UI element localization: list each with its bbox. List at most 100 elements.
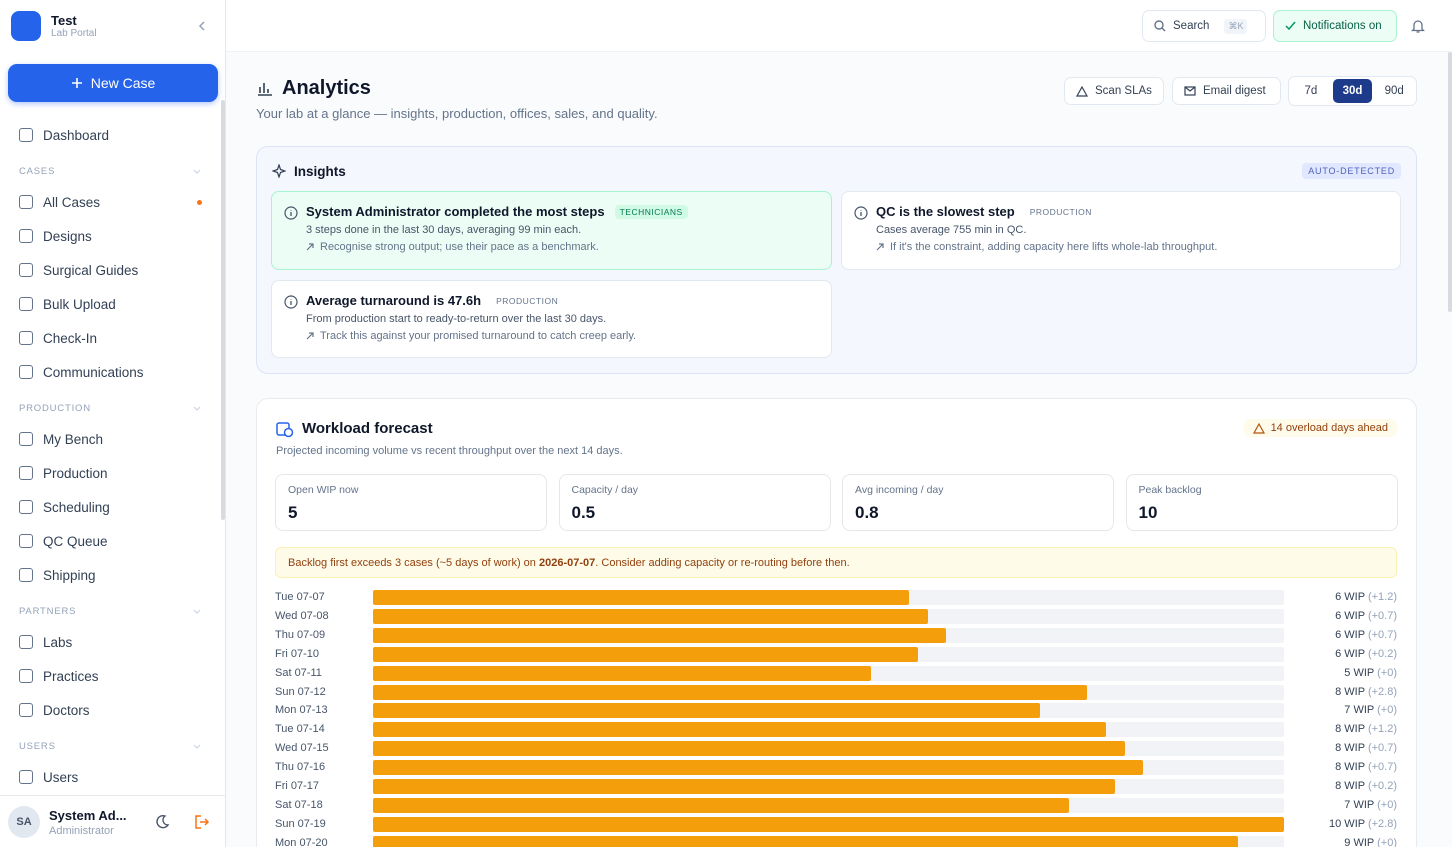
range-option[interactable]: 90d — [1384, 85, 1404, 97]
wip-label: 8 WIP — [1335, 742, 1365, 755]
badge-dot — [197, 200, 202, 205]
bell[interactable] — [1411, 19, 1425, 34]
bar — [373, 760, 1143, 776]
bar-track — [373, 608, 1284, 624]
nav: Dashboard CASES All Cases Designs Surgical … — [0, 118, 220, 828]
bar — [373, 835, 1238, 847]
value-label: 5 WIP (+0) — [1344, 667, 1397, 679]
nav-item[interactable]: Check-In — [0, 321, 220, 355]
chevron[interactable] — [193, 744, 201, 750]
search[interactable]: Search ⌘K — [1142, 10, 1266, 42]
action-label: Email digest — [1203, 85, 1266, 97]
chart-row: Wed 07-08 6 WIP (+0.7) — [275, 607, 1397, 626]
nav-item[interactable]: Labs — [0, 625, 220, 659]
nav-label: Dashboard — [43, 127, 110, 143]
email-digest[interactable]: Email digest — [1172, 77, 1281, 105]
notifications-label: Notifications on — [1303, 20, 1382, 32]
nav-item[interactable]: Designs — [0, 219, 220, 253]
insight-title-row: QC is the slowest step PRODUCTION — [876, 204, 1388, 219]
notifications-toggle[interactable]: Notifications on — [1273, 10, 1397, 42]
chart-row: Tue 07-14 8 WIP (+1.2) — [275, 720, 1397, 739]
wip-label: 8 WIP — [1335, 761, 1365, 774]
insight-icon — [284, 295, 298, 309]
category-label: Sun 07-19 — [275, 817, 326, 830]
range-option[interactable]: 7d — [1304, 85, 1318, 97]
nav-item[interactable]: Dashboard — [0, 118, 220, 152]
insight: Average turnaround is 47.6h PRODUCTION Fro… — [271, 280, 832, 358]
nav-item[interactable]: Doctors — [0, 693, 220, 727]
logout[interactable] — [194, 814, 210, 830]
value-label: 8 WIP (+1.2) — [1335, 723, 1397, 735]
nav-item[interactable]: All Cases — [0, 185, 220, 219]
calendar-icon — [276, 422, 294, 438]
nav-label: Designs — [43, 228, 92, 244]
nav-label: Bulk Upload — [43, 296, 116, 312]
nav-item[interactable]: QC Queue — [0, 524, 220, 558]
value-label: 7 WIP (+0) — [1344, 704, 1397, 716]
nav-item[interactable]: Users — [0, 760, 220, 794]
tip-text: If it's the constraint, adding capacity … — [890, 241, 1218, 253]
stat-label: Avg incoming / day — [855, 484, 944, 496]
bar-track — [373, 797, 1284, 813]
chart-row: Sun 07-12 8 WIP (+2.8) — [275, 683, 1397, 702]
notice-text: Backlog first exceeds 3 cases (~5 days o… — [288, 557, 539, 569]
nav-icon — [19, 635, 33, 649]
nav-item[interactable]: Bulk Upload — [0, 287, 220, 321]
insight-tip: Recognise strong output; use their pace … — [306, 241, 819, 253]
nav-item[interactable]: My Bench — [0, 422, 220, 456]
nav-item[interactable]: Production — [0, 456, 220, 490]
warn-icon — [1076, 85, 1088, 97]
nav-item[interactable]: Scheduling — [0, 490, 220, 524]
wip-label: 6 WIP — [1335, 591, 1365, 603]
nav-icon — [19, 297, 33, 311]
value-label: 8 WIP (+0.2) — [1335, 780, 1397, 792]
nav-label: Communications — [43, 364, 144, 380]
range-selector: 7d 30d 90d — [1288, 76, 1417, 106]
value-label: 8 WIP (+0.7) — [1335, 742, 1397, 754]
stat-value: 5 — [288, 503, 298, 522]
delta-label: (+2.8) — [1367, 685, 1397, 698]
new-case-button[interactable]: New Case — [8, 64, 218, 102]
chevron[interactable] — [193, 169, 201, 175]
delta-label: (+0) — [1377, 666, 1397, 679]
chart-row: Wed 07-15 8 WIP (+0.7) — [275, 739, 1397, 758]
workload-subtitle: Projected incoming volume vs recent thro… — [276, 445, 623, 457]
category-label: Sat 07-11 — [275, 666, 322, 679]
delta-label: (+0) — [1377, 704, 1397, 717]
nav-icon — [19, 365, 33, 379]
bar — [373, 722, 1107, 738]
plus-icon — [71, 78, 82, 88]
value-label: 6 WIP (+0.7) — [1335, 610, 1397, 622]
new-case-label: New Case — [90, 75, 156, 91]
page-title: Analytics — [282, 77, 371, 99]
nav-label: All Cases — [43, 194, 101, 210]
insight-tag: PRODUCTION — [1029, 206, 1092, 217]
range-option[interactable]: 30d — [1332, 79, 1373, 103]
nav-item[interactable]: Surgical Guides — [0, 253, 220, 287]
page-scrollbar — [1448, 52, 1452, 312]
alert-text: 14 overload days ahead — [1270, 422, 1388, 434]
nav-section: PRODUCTION — [0, 389, 220, 422]
chevron[interactable] — [193, 609, 201, 615]
chevron[interactable] — [193, 406, 201, 412]
category-label: Mon 07-13 — [275, 704, 328, 717]
nav-item[interactable]: Practices — [0, 659, 220, 693]
insight-tag: TECHNICIANS — [614, 204, 688, 219]
bar — [373, 627, 947, 643]
stat-value: 0.8 — [855, 503, 879, 522]
theme-toggle[interactable] — [154, 814, 170, 830]
section-title: PARTNERS — [19, 606, 77, 617]
analytics-icon — [258, 83, 272, 96]
collapse-icon[interactable] — [197, 20, 207, 32]
nav-item[interactable]: Communications — [0, 355, 220, 389]
nav-item[interactable]: Shipping — [0, 558, 220, 592]
action-label: Scan SLAs — [1095, 85, 1152, 97]
bar-track — [373, 779, 1284, 794]
scan-slas[interactable]: Scan SLAs — [1064, 77, 1164, 105]
bar — [373, 816, 1284, 832]
wip-label: 6 WIP — [1335, 628, 1365, 641]
bar — [373, 741, 1125, 757]
insight-title: Average turnaround is 47.6h — [306, 293, 482, 308]
nav-icon — [19, 534, 33, 548]
